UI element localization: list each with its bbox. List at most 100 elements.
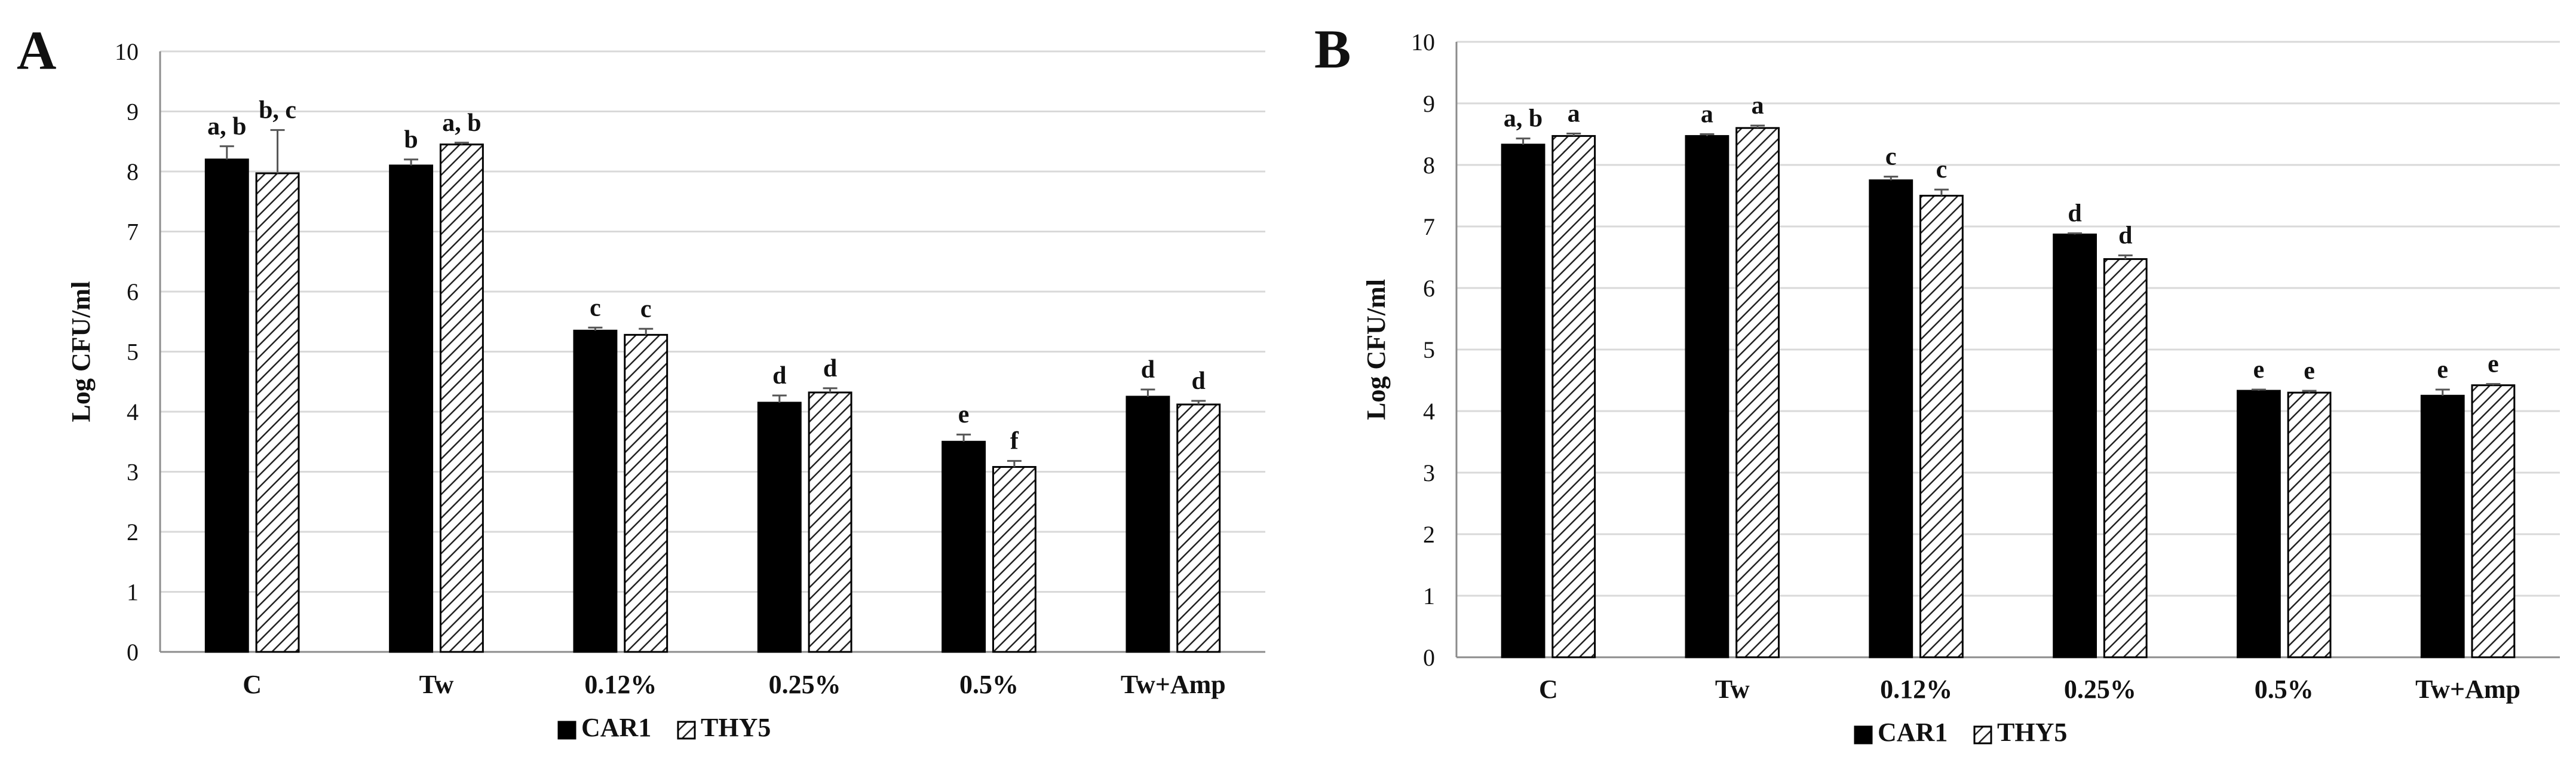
y-tick-label: 6 bbox=[1423, 275, 1435, 302]
y-tick-label: 7 bbox=[1423, 213, 1435, 240]
significance-label: c bbox=[1885, 143, 1897, 171]
y-tick-label: 9 bbox=[1423, 90, 1435, 117]
x-tick-label: Tw bbox=[419, 670, 454, 699]
y-tick-label: 10 bbox=[115, 38, 139, 65]
x-tick-label: Tw+Amp bbox=[2415, 675, 2520, 704]
legend: CAR1 THY5 bbox=[1854, 718, 2067, 747]
panel-label: A bbox=[17, 20, 56, 81]
significance-label: e bbox=[2488, 351, 2499, 378]
significance-label: e bbox=[2253, 356, 2265, 384]
bar-thy5 bbox=[1735, 127, 1780, 658]
bar-car1 bbox=[389, 164, 434, 653]
legend-label-car1: CAR1 bbox=[581, 713, 651, 742]
significance-label: c bbox=[590, 294, 601, 321]
y-tick-label: 8 bbox=[127, 158, 139, 185]
significance-label: d bbox=[823, 355, 837, 382]
x-tick-label: Tw+Amp bbox=[1121, 670, 1226, 699]
significance-label: b bbox=[404, 126, 418, 154]
legend-swatch-thy5 bbox=[1973, 725, 1992, 745]
y-tick-label: 1 bbox=[1423, 583, 1435, 609]
y-tick-label: 5 bbox=[127, 339, 139, 366]
legend: CAR1 THY5 bbox=[557, 713, 771, 742]
legend-swatch-car1 bbox=[557, 721, 576, 740]
bar-car1 bbox=[1501, 143, 1545, 658]
bar-car1 bbox=[2420, 394, 2465, 658]
x-tick-label: 0.12% bbox=[584, 670, 657, 699]
y-tick-label: 5 bbox=[1423, 336, 1435, 363]
x-tick-label: C bbox=[243, 670, 262, 699]
panel-label: B bbox=[1314, 19, 1351, 79]
y-tick-label: 8 bbox=[1423, 152, 1435, 179]
legend-swatch-car1 bbox=[1854, 725, 1873, 745]
y-tick-label: 0 bbox=[1423, 644, 1435, 671]
legend-label-car1: CAR1 bbox=[1878, 718, 1948, 747]
significance-label: a bbox=[1568, 100, 1580, 127]
x-tick-label: Tw bbox=[1715, 675, 1750, 704]
legend-swatch-thy5 bbox=[677, 721, 696, 740]
bar-thy5 bbox=[2103, 258, 2148, 658]
bar-car1 bbox=[1126, 396, 1170, 653]
bar-car1 bbox=[1685, 135, 1729, 658]
x-tick-label: 0.5% bbox=[959, 670, 1019, 699]
y-tick-label: 3 bbox=[127, 459, 139, 486]
significance-label: a bbox=[1701, 101, 1713, 128]
significance-label: e bbox=[2304, 357, 2315, 385]
bar-thy5 bbox=[255, 172, 300, 653]
significance-label: d bbox=[1192, 367, 1206, 395]
y-tick-label: 9 bbox=[127, 99, 139, 125]
bar-thy5 bbox=[439, 143, 484, 653]
x-tick-label: 0.25% bbox=[2064, 675, 2136, 704]
bar-thy5 bbox=[1919, 195, 1964, 658]
y-tick-label: 2 bbox=[1423, 521, 1435, 548]
significance-label: a bbox=[1752, 92, 1764, 120]
bar-car1 bbox=[2237, 390, 2281, 658]
bar-car1 bbox=[942, 440, 986, 653]
y-axis-label: Log CFU/ml bbox=[1361, 279, 1391, 420]
significance-label: e bbox=[2437, 356, 2448, 384]
significance-label: d bbox=[1141, 356, 1155, 384]
y-axis-label: Log CFU/ml bbox=[66, 281, 96, 422]
significance-label: f bbox=[1010, 427, 1019, 455]
significance-label: b, c bbox=[259, 97, 296, 124]
bar-car1 bbox=[757, 402, 802, 653]
bar-car1 bbox=[573, 329, 618, 653]
significance-label: c bbox=[1936, 156, 1948, 183]
bar-car1 bbox=[204, 158, 249, 653]
y-tick-label: 4 bbox=[127, 399, 139, 425]
significance-label: e bbox=[958, 401, 970, 428]
y-tick-label: 7 bbox=[127, 219, 139, 246]
y-tick-label: 6 bbox=[127, 278, 139, 305]
chart-panel-a: A 0 1 2 3 4 5 6 7 8 9 10 Log CFU/ml a, b b, c Cb a, b Tw c… bbox=[17, 20, 1265, 742]
y-tick-label: 0 bbox=[127, 639, 139, 666]
bar-thy5 bbox=[2287, 391, 2332, 658]
legend-label-thy5: THY5 bbox=[1997, 718, 2067, 747]
x-tick-label: 0.5% bbox=[2255, 675, 2314, 704]
significance-label: d bbox=[772, 362, 786, 390]
bar-car1 bbox=[2053, 233, 2097, 658]
y-tick-label: 2 bbox=[127, 519, 139, 546]
x-tick-label: 0.25% bbox=[769, 670, 841, 699]
significance-label: d bbox=[2068, 200, 2081, 227]
x-tick-label: C bbox=[1539, 675, 1558, 704]
bar-thy5 bbox=[624, 333, 668, 653]
bar-thy5 bbox=[1551, 135, 1596, 658]
bar-thy5 bbox=[2471, 384, 2516, 658]
bar-car1 bbox=[1869, 179, 1913, 658]
legend-label-thy5: THY5 bbox=[701, 713, 771, 742]
bar-thy5 bbox=[1176, 403, 1221, 653]
x-tick-label: 0.12% bbox=[1880, 675, 1952, 704]
y-tick-label: 3 bbox=[1423, 459, 1435, 486]
bar-thy5 bbox=[992, 465, 1036, 653]
chart-panel-b: B 0 1 2 3 4 5 6 7 8 9 10 Log CFU/ml a, b a Ca a Tw c c 0.12%… bbox=[1314, 19, 2560, 747]
y-tick-label: 1 bbox=[127, 579, 139, 606]
significance-label: a, b bbox=[207, 113, 246, 140]
y-tick-label: 10 bbox=[1411, 29, 1435, 56]
significance-label: c bbox=[640, 295, 652, 323]
significance-label: d bbox=[2118, 222, 2132, 249]
significance-label: a, b bbox=[1504, 105, 1542, 133]
significance-label: a, b bbox=[442, 109, 481, 137]
bar-thy5 bbox=[808, 391, 852, 653]
y-tick-label: 4 bbox=[1423, 398, 1435, 425]
